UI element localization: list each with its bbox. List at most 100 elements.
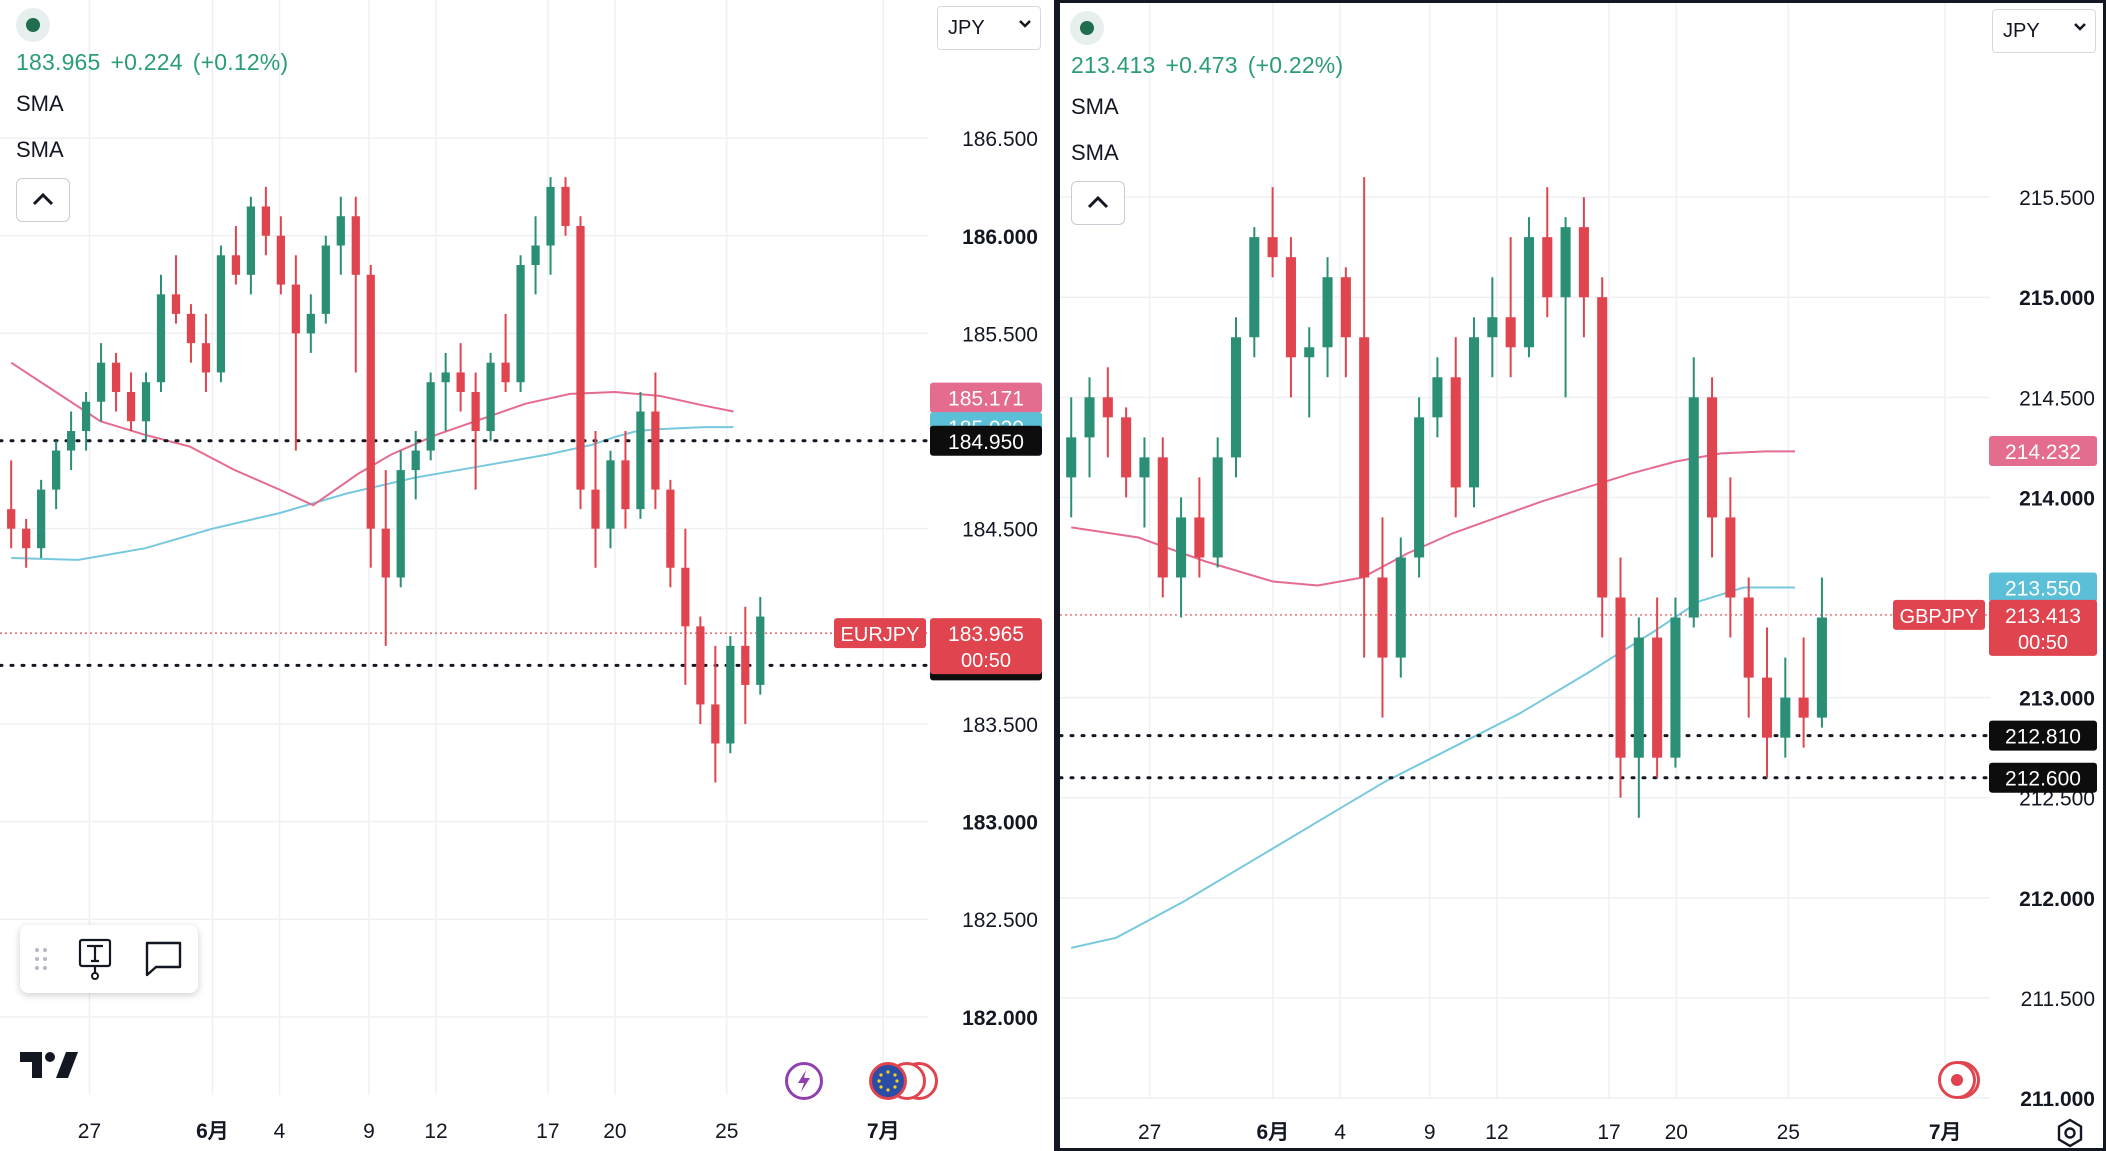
chart-panel-gbpjpy[interactable]: 215.500 215.000 214.500 214.000 213.000 212.5…	[1057, 0, 2106, 1151]
candle-body	[1157, 457, 1168, 578]
candle	[186, 304, 196, 363]
candle-body	[1542, 237, 1553, 298]
price-change: +0.473	[1165, 52, 1238, 78]
currency-select[interactable]: JPY	[1992, 9, 2096, 53]
candle-body	[546, 186, 555, 246]
candle	[1230, 317, 1242, 478]
candle	[576, 216, 585, 510]
chart-panel-eurjpy[interactable]: 186.500 186.000 185.500 184.500 183.500 183.0…	[0, 0, 1054, 1151]
candle-body	[1267, 237, 1278, 258]
candle	[1670, 597, 1681, 768]
candle	[651, 372, 660, 510]
candle-body	[1761, 677, 1773, 738]
indicator-sma-1[interactable]: SMA	[1071, 94, 1119, 119]
candle-body	[261, 206, 270, 236]
candle	[81, 391, 91, 451]
candle-body	[666, 489, 675, 568]
candle-body	[441, 372, 450, 383]
lightning-icon[interactable]	[785, 1062, 823, 1100]
candle	[1084, 377, 1095, 478]
last-price: 213.413	[1071, 52, 1156, 78]
candle	[261, 186, 270, 256]
panel-divider[interactable]	[1054, 0, 1057, 1151]
sma-fast-label-text: 214.232	[2005, 441, 2081, 464]
x-axis-tick-label: 6月	[1257, 1121, 1290, 1144]
x-axis-tick-label: 25	[1777, 1121, 1800, 1144]
candle	[1761, 627, 1773, 778]
x-axis-tick-label: 20	[603, 1120, 626, 1143]
candle-body	[1230, 337, 1242, 458]
currency-select[interactable]: JPY	[937, 6, 1041, 50]
last-price-tag: 183.965 00:50	[930, 618, 1042, 675]
event-icon[interactable]	[1938, 1061, 1976, 1099]
candle	[621, 431, 630, 529]
candle-body	[7, 509, 16, 529]
indicator-sma-1[interactable]: SMA	[16, 91, 64, 116]
candle	[1523, 217, 1534, 358]
candle-body	[1615, 597, 1626, 758]
candle-body	[681, 567, 690, 627]
y-axis-tick-label: 212.000	[2019, 888, 2095, 911]
tradingview-logo-icon[interactable]	[20, 1050, 78, 1080]
candle	[1121, 407, 1132, 498]
candle	[696, 616, 705, 724]
eurjpy-chart-canvas[interactable]: 186.500 186.000 185.500 184.500 183.500 183.0…	[0, 0, 1054, 1151]
comment-icon[interactable]	[142, 937, 186, 981]
eu-flag-icon[interactable]	[869, 1062, 907, 1100]
candle	[1468, 317, 1480, 508]
drag-grip-icon[interactable]	[34, 947, 48, 971]
candle-body	[66, 431, 76, 451]
x-axis-tick-label: 20	[1665, 1121, 1688, 1144]
candle	[231, 225, 241, 285]
sma-fast-label: 185.171	[930, 382, 1042, 413]
horizontal-level-label-text: 212.810	[2005, 726, 2081, 749]
x-axis-tick-label: 27	[78, 1120, 101, 1143]
candle	[1652, 597, 1663, 778]
candle-body	[1212, 457, 1223, 558]
candle-body	[1725, 517, 1736, 598]
symbol-tag: EURJPY	[834, 618, 926, 649]
candle	[321, 235, 330, 324]
indicator-sma-2[interactable]: SMA	[16, 137, 64, 162]
candle-body	[156, 294, 166, 383]
candle	[1798, 637, 1809, 748]
candle	[141, 372, 151, 441]
y-axis-tick-label: 215.500	[2019, 187, 2095, 210]
candle	[1487, 277, 1498, 378]
indicator-sma-2[interactable]: SMA	[1071, 140, 1119, 165]
candle-body	[471, 391, 480, 432]
live-indicator-icon	[1070, 11, 1104, 45]
gbpjpy-chart-canvas[interactable]: 215.500 215.000 214.500 214.000 213.000 212.5…	[1060, 3, 2103, 1148]
last-price-tag-bg	[930, 618, 1042, 675]
candle-body	[1523, 237, 1534, 348]
candle-body	[1798, 697, 1809, 718]
y-axis-tick-label: 186.500	[962, 128, 1038, 151]
y-axis-tick-label: 186.000	[962, 226, 1038, 249]
candle-body	[52, 450, 61, 490]
candle	[1432, 357, 1443, 438]
candle-body	[246, 206, 256, 275]
collapse-legend-button[interactable]	[1071, 181, 1125, 225]
candle	[396, 450, 405, 588]
candle-body	[1670, 617, 1681, 758]
candle-body	[606, 460, 615, 529]
candle-body	[1249, 237, 1260, 338]
candle	[1249, 227, 1260, 358]
candle	[711, 645, 720, 783]
candle	[1359, 177, 1370, 658]
candle	[1688, 357, 1699, 628]
candle	[1560, 217, 1571, 398]
candle	[96, 343, 106, 422]
candle-body	[1468, 337, 1480, 488]
text-note-icon[interactable]	[74, 937, 118, 981]
collapse-legend-button[interactable]	[16, 178, 70, 222]
candle-body	[426, 382, 435, 451]
candle-body	[231, 255, 241, 275]
candle	[1542, 187, 1553, 318]
candle-body	[321, 245, 330, 314]
x-axis-tick-label: 17	[1597, 1121, 1620, 1144]
gear-icon[interactable]	[2055, 1118, 2085, 1148]
candle	[1725, 477, 1736, 638]
candle	[606, 450, 615, 549]
candle-body	[141, 382, 151, 422]
